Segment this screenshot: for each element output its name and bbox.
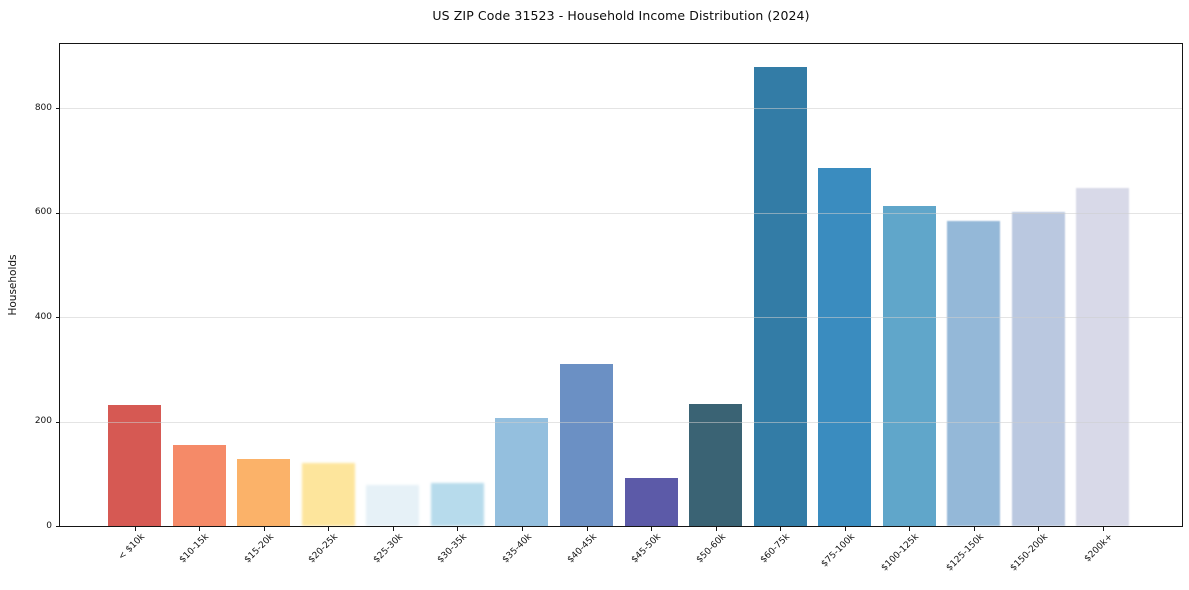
x-tick-label: $35-40k xyxy=(500,532,535,566)
x-tick-label: $50-60k xyxy=(694,532,728,566)
x-tick-mark xyxy=(715,527,717,531)
bar-$60-75k xyxy=(753,67,807,526)
bar-$40-45k xyxy=(560,363,613,526)
y-tick-mark xyxy=(56,108,60,110)
bar-$50-60k xyxy=(689,403,743,526)
bar-$100-125k xyxy=(882,206,936,526)
gridline-200 xyxy=(60,421,1182,423)
bar-$200k+ xyxy=(1076,187,1130,526)
bar-$10-15k xyxy=(172,445,226,526)
x-tick-label: $200k+ xyxy=(1082,532,1115,565)
x-tick-mark xyxy=(134,527,136,531)
bar-$125-150k xyxy=(947,220,1001,526)
x-tick-label: $60-75k xyxy=(758,532,793,566)
x-tick-mark xyxy=(263,527,265,531)
y-tick-label: 400 xyxy=(34,311,52,322)
x-tick-label: $40-45k xyxy=(565,532,599,566)
gridline-600 xyxy=(60,212,1182,214)
x-tick-mark xyxy=(457,527,459,531)
x-tick-label: $150-200k xyxy=(1008,532,1051,574)
y-tick-mark xyxy=(56,317,60,319)
bar-$15-20k xyxy=(237,459,291,526)
x-tick-mark xyxy=(973,527,975,531)
x-tick-label: $100-125k xyxy=(879,532,922,574)
bar-< $10k xyxy=(108,404,162,526)
x-tick-mark xyxy=(780,527,782,531)
x-tick-mark xyxy=(586,527,588,531)
bar-$25-30k xyxy=(366,485,420,526)
y-tick-mark xyxy=(56,526,60,527)
x-tick-mark xyxy=(651,527,653,531)
gridline-800 xyxy=(60,108,1182,110)
bar-$75-100k xyxy=(818,168,872,526)
x-tick-mark xyxy=(844,527,846,531)
x-tick-label: $15-20k xyxy=(242,532,276,566)
bar-$35-40k xyxy=(495,418,549,526)
y-tick-label: 800 xyxy=(34,102,52,113)
y-tick-label: 600 xyxy=(34,207,52,218)
y-tick-label: 0 xyxy=(46,520,52,531)
x-tick-mark xyxy=(909,527,911,531)
x-tick-mark xyxy=(521,527,523,531)
x-tick-label: $30-35k xyxy=(436,532,470,566)
bar-$30-35k xyxy=(430,483,484,526)
x-tick-mark xyxy=(392,527,394,531)
x-tick-mark xyxy=(199,527,201,531)
x-tick-label: < $10k xyxy=(116,532,147,563)
x-tick-label: $75-100k xyxy=(819,532,857,570)
x-tick-mark xyxy=(1102,527,1104,531)
x-tick-mark xyxy=(328,527,330,531)
y-tick-mark xyxy=(56,421,60,423)
gridline-400 xyxy=(60,317,1182,319)
x-tick-label: $45-50k xyxy=(629,532,664,566)
x-tick-mark xyxy=(1038,527,1040,531)
y-axis-label: Households xyxy=(7,254,19,316)
x-tick-label: $125-150k xyxy=(944,532,986,574)
y-tick-mark xyxy=(56,212,60,214)
chart-title: US ZIP Code 31523 - Household Income Dis… xyxy=(432,8,810,23)
x-tick-label: $25-30k xyxy=(371,532,405,566)
x-tick-label: $10-15k xyxy=(178,532,212,566)
x-tick-label: $20-25k xyxy=(307,532,341,566)
bar-$150-200k xyxy=(1011,212,1065,526)
y-tick-label: 200 xyxy=(34,416,52,427)
bar-$20-25k xyxy=(301,463,355,526)
bar-$45-50k xyxy=(624,477,678,526)
